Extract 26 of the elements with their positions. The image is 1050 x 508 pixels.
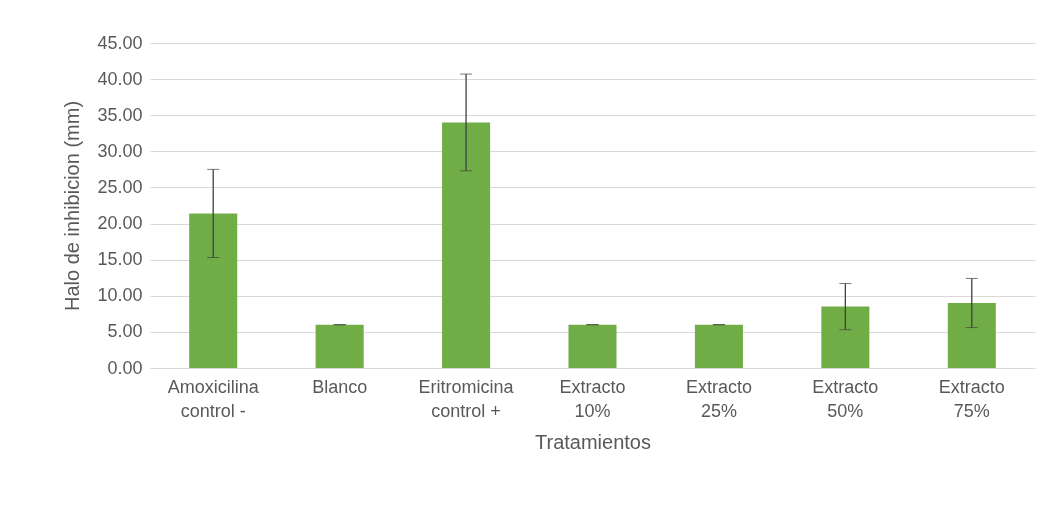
x-tick-label: Amoxicilina control - <box>167 376 260 421</box>
bar <box>315 324 364 368</box>
y-tick-label: 25.00 <box>97 176 143 197</box>
x-tick-label: Extracto 75% <box>938 376 1005 421</box>
y-tick-label: 0.00 <box>107 357 143 378</box>
bar <box>694 324 743 368</box>
y-tick-label: 35.00 <box>97 104 143 125</box>
y-tick-label: 40.00 <box>97 68 143 89</box>
y-tick-label: 30.00 <box>97 140 143 161</box>
x-tick-label: Blanco <box>312 376 368 397</box>
bar <box>947 303 996 368</box>
x-axis-title: Tratamientos <box>535 430 651 453</box>
bar <box>189 213 238 368</box>
bar <box>442 122 491 368</box>
x-tick-label: Extracto 25% <box>685 376 752 421</box>
y-axis-title: Halo de inhibicion (mm) <box>61 100 84 312</box>
y-tick-label: 5.00 <box>107 321 143 342</box>
x-tick-label: Extracto 50% <box>812 376 879 421</box>
y-tick-label: 45.00 <box>97 32 143 53</box>
x-tick-label: Eritromicina control + <box>418 376 515 421</box>
bar <box>821 306 870 368</box>
bar <box>568 324 617 368</box>
y-tick-label: 20.00 <box>97 213 143 234</box>
x-tick-label: Extracto 10% <box>559 376 626 421</box>
y-tick-label: 15.00 <box>97 249 143 270</box>
y-tick-label: 10.00 <box>97 285 143 306</box>
